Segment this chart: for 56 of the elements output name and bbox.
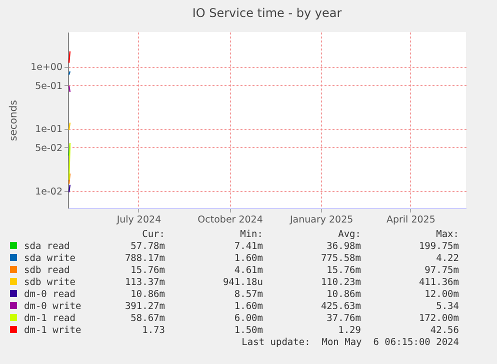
legend-label: sdb write — [23, 276, 76, 288]
text: 1.60m — [233, 300, 263, 312]
text: 15.76m — [130, 264, 165, 276]
text: 788.17m — [124, 252, 165, 264]
y-tick-label: 5e-02 — [35, 142, 62, 154]
legend-label: sdb read — [23, 264, 71, 276]
text: 7.41m — [233, 240, 263, 252]
text: 12.00m — [424, 288, 459, 300]
text: 1.73 — [141, 324, 165, 336]
y-tick-label: 5e-01 — [35, 80, 62, 92]
text: Cur: — [141, 228, 165, 240]
legend-label: dm-0 read — [23, 288, 76, 300]
text: Min: — [239, 228, 263, 240]
text: 10.86m — [326, 288, 361, 300]
legend-label: dm-1 write — [23, 324, 82, 336]
text: 113.37m — [124, 276, 165, 288]
text: 425.63m — [320, 300, 361, 312]
text: 391.27m — [124, 300, 165, 312]
text: 6.00m — [233, 312, 263, 324]
y-tick-label: 1e-01 — [35, 124, 62, 136]
text: 172.00m — [418, 312, 459, 324]
y-axis-title: seconds — [8, 100, 20, 141]
text: 37.76m — [326, 312, 361, 324]
text: 10.86m — [130, 288, 165, 300]
legend-label: dm-0 write — [23, 300, 82, 312]
text: 42.56 — [429, 324, 459, 336]
text: 4.61m — [233, 264, 263, 276]
x-tick-label: January 2025 — [288, 214, 354, 226]
text: 110.23m — [320, 276, 361, 288]
y-tick-label: 1e+00 — [30, 62, 62, 74]
text: 775.58m — [320, 252, 361, 264]
x-tick-label: October 2024 — [198, 214, 263, 226]
text: 15.76m — [326, 264, 361, 276]
text: 97.75m — [424, 264, 459, 276]
text: 58.67m — [130, 312, 165, 324]
legend-label: dm-1 read — [23, 312, 76, 324]
legend-label: sda write — [23, 252, 76, 264]
text: 8.57m — [233, 288, 263, 300]
text: Max: — [435, 228, 459, 240]
text: 1.50m — [233, 324, 263, 336]
text: 1.29 — [337, 324, 361, 336]
x-tick-label: April 2025 — [386, 214, 436, 226]
text: 199.75m — [418, 240, 459, 252]
text: 941.18u — [222, 276, 263, 288]
text: Avg: — [337, 228, 361, 240]
text: 57.78m — [130, 240, 165, 252]
text: Last update: Mon May 6 06:15:00 2024 — [240, 336, 459, 348]
legend-label: sda read — [23, 240, 71, 252]
text: 4.22 — [435, 252, 459, 264]
y-tick-label: 1e-02 — [35, 186, 62, 198]
x-tick-label: July 2024 — [116, 214, 162, 226]
chart-title: IO Service time - by year — [192, 6, 342, 20]
text: 36.98m — [326, 240, 361, 252]
text: 411.36m — [418, 276, 459, 288]
text: 1.60m — [233, 252, 263, 264]
text: 5.34 — [435, 300, 459, 312]
